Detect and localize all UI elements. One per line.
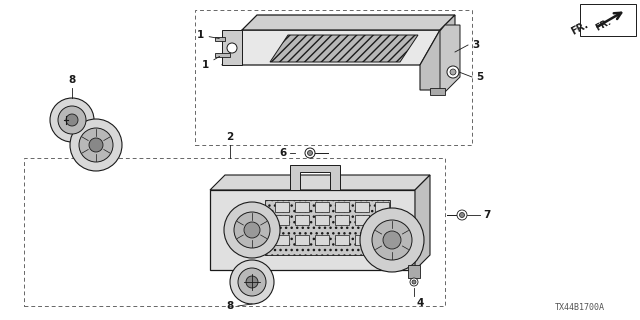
Bar xyxy=(275,215,289,225)
Text: FR.: FR. xyxy=(594,17,612,33)
Bar xyxy=(375,215,389,225)
Bar xyxy=(315,235,329,245)
Polygon shape xyxy=(415,175,430,270)
Polygon shape xyxy=(430,25,460,92)
Circle shape xyxy=(238,268,266,296)
Bar xyxy=(275,235,289,245)
Circle shape xyxy=(244,222,260,238)
Text: TX44B1700A: TX44B1700A xyxy=(555,303,605,312)
Polygon shape xyxy=(290,165,340,190)
Circle shape xyxy=(70,119,122,171)
Circle shape xyxy=(410,278,418,286)
Bar xyxy=(275,202,289,212)
Polygon shape xyxy=(210,175,430,190)
Circle shape xyxy=(79,128,113,162)
Circle shape xyxy=(50,98,94,142)
Circle shape xyxy=(224,202,280,258)
Text: 5: 5 xyxy=(476,72,483,82)
Bar xyxy=(335,202,349,212)
Text: 8: 8 xyxy=(68,75,76,85)
Text: 3: 3 xyxy=(472,40,479,50)
Circle shape xyxy=(66,114,78,126)
Polygon shape xyxy=(408,265,420,278)
Circle shape xyxy=(457,210,467,220)
Circle shape xyxy=(234,212,270,248)
Bar xyxy=(335,235,349,245)
Circle shape xyxy=(305,148,315,158)
Bar xyxy=(315,202,329,212)
Circle shape xyxy=(307,150,312,156)
Bar xyxy=(295,235,309,245)
Bar xyxy=(355,215,369,225)
Bar xyxy=(295,202,309,212)
Text: 7: 7 xyxy=(483,210,490,220)
Text: 6: 6 xyxy=(280,148,287,158)
Polygon shape xyxy=(430,88,445,95)
Bar xyxy=(355,235,369,245)
Bar xyxy=(295,215,309,225)
Polygon shape xyxy=(420,15,455,90)
Text: FR.: FR. xyxy=(570,20,590,36)
Circle shape xyxy=(460,212,465,218)
Bar xyxy=(580,4,636,36)
Text: 1: 1 xyxy=(202,56,220,70)
Polygon shape xyxy=(222,30,242,65)
Bar xyxy=(335,215,349,225)
Circle shape xyxy=(360,208,424,272)
Circle shape xyxy=(372,220,412,260)
Polygon shape xyxy=(215,37,225,41)
Text: 2: 2 xyxy=(227,132,234,142)
Bar xyxy=(375,202,389,212)
Polygon shape xyxy=(270,35,418,62)
Polygon shape xyxy=(242,15,455,30)
Bar xyxy=(375,235,389,245)
Text: 8: 8 xyxy=(227,301,234,311)
Text: 4: 4 xyxy=(416,298,424,308)
Circle shape xyxy=(89,138,103,152)
Polygon shape xyxy=(222,30,440,65)
Circle shape xyxy=(383,231,401,249)
Circle shape xyxy=(412,280,416,284)
Circle shape xyxy=(450,69,456,75)
Bar xyxy=(315,215,329,225)
Circle shape xyxy=(447,66,459,78)
Polygon shape xyxy=(265,200,390,255)
Circle shape xyxy=(58,106,86,134)
Polygon shape xyxy=(215,53,230,57)
Text: 1: 1 xyxy=(196,30,220,40)
Circle shape xyxy=(227,43,237,53)
Circle shape xyxy=(246,276,258,288)
Bar xyxy=(355,202,369,212)
Circle shape xyxy=(230,260,274,304)
Polygon shape xyxy=(210,190,415,270)
